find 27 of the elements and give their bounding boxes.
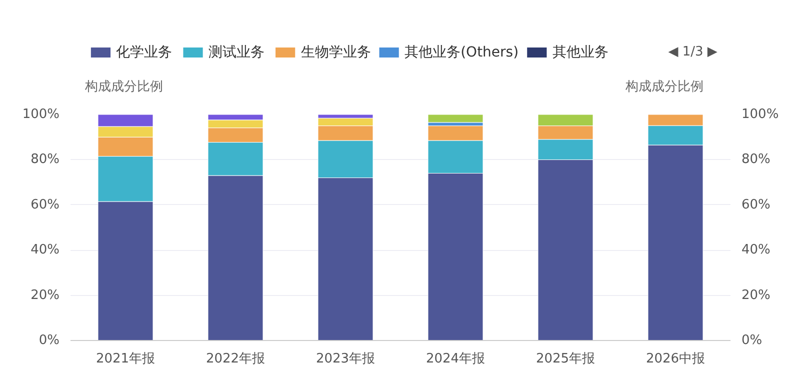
y-tick-label: 0%	[38, 333, 60, 348]
legend-label: 测试业务	[208, 44, 265, 60]
x-tick-label: 2026中报	[646, 352, 706, 366]
y2-tick-label: 20%	[742, 288, 770, 303]
legend-label: 其他业务	[552, 44, 608, 60]
bar	[428, 114, 484, 123]
x-tick-label: 2022年报	[206, 352, 266, 366]
y2-tick-label: 80%	[742, 152, 770, 168]
y-tick-label: 20%	[30, 288, 60, 303]
x-tick-label: 2025年报	[536, 352, 596, 366]
y-tick-label: 80%	[30, 152, 60, 168]
x-tick-label: 2024年报	[426, 352, 486, 366]
y-tick-label: 100%	[22, 107, 60, 122]
y2-axis-title: 构成成分比例	[624, 80, 704, 94]
legend-label: 其他业务(Others)	[404, 44, 519, 60]
y-tick-label: 40%	[30, 242, 60, 258]
y-axis-title: 构成成分比例	[84, 80, 164, 94]
y2-tick-label: 60%	[742, 197, 770, 212]
x-tick-label: 2023年报	[316, 352, 376, 366]
y2-tick-label: 100%	[742, 107, 779, 122]
y-tick-label: 60%	[30, 197, 60, 212]
legend-label: 化学业务	[116, 44, 172, 60]
y2-tick-label: 0%	[742, 333, 762, 348]
x-tick-label: 2021年报	[96, 352, 156, 366]
text: ◀ 1/3 ▶	[668, 44, 718, 60]
y2-tick-label: 40%	[742, 242, 770, 258]
legend-label: 生物学业务	[300, 44, 371, 60]
